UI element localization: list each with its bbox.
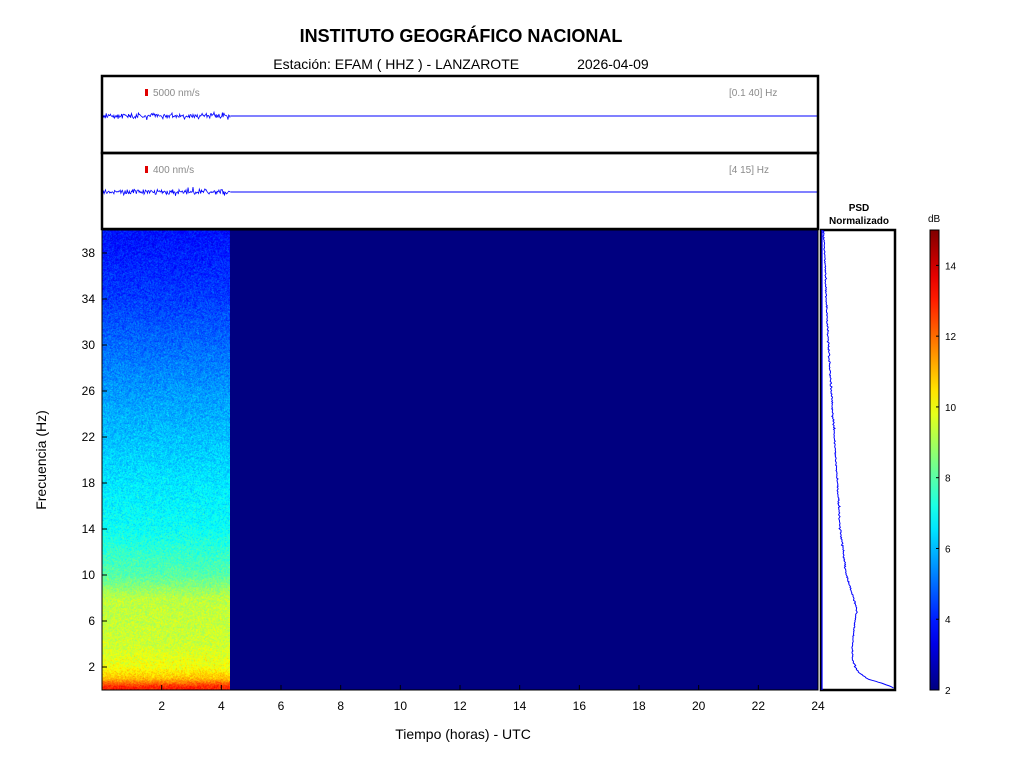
seismic-trace	[101, 186, 231, 197]
x-tick-label: 8	[337, 699, 344, 713]
colorbar-tick-label: 6	[945, 544, 951, 555]
x-tick-label: 12	[453, 699, 467, 713]
y-tick-label: 14	[82, 522, 96, 536]
y-tick-label: 2	[88, 660, 95, 674]
scale-marker	[145, 89, 148, 96]
colorbar-unit: dB	[928, 214, 941, 225]
x-tick-label: 24	[811, 699, 825, 713]
y-tick-label: 10	[82, 568, 96, 582]
spectrogram-data-region	[102, 230, 230, 690]
trace-frame	[100, 151, 820, 231]
y-tick-label: 38	[82, 246, 96, 260]
y-tick-label: 18	[82, 476, 96, 490]
filtered-trace-panel: 400 nm/s [4 15] Hz	[100, 151, 820, 231]
colorbar: dB 2 4 6 8 10 12 14	[928, 214, 957, 697]
x-tick-label: 10	[394, 699, 408, 713]
colorbar-tick-label: 8	[945, 474, 951, 485]
colorbar-tick-label: 4	[945, 615, 951, 626]
colorbar-tick-label: 14	[945, 261, 957, 272]
colorbar-gradient	[929, 229, 940, 691]
x-tick-label: 20	[692, 699, 706, 713]
colorbar-tick-label: 2	[945, 686, 951, 697]
scale-marker	[145, 166, 148, 173]
x-tick-label: 16	[573, 699, 587, 713]
colorbar-tick-label: 10	[945, 403, 957, 414]
psd-frame	[819, 228, 897, 692]
seismic-trace	[101, 110, 231, 121]
trace-scale-label: 400 nm/s	[153, 165, 194, 176]
y-tick-label: 6	[88, 614, 95, 628]
report-title: INSTITUTO GEOGRÁFICO NACIONAL	[299, 26, 623, 46]
trace-band-label: [0.1 40] Hz	[729, 88, 777, 99]
psd-panel: PSD Normalizado	[819, 203, 897, 692]
y-axis-title: Frecuencia (Hz)	[33, 410, 49, 510]
x-tick-label: 18	[632, 699, 646, 713]
colorbar-tick-label: 12	[945, 332, 957, 343]
spectrogram-heatmap	[101, 229, 819, 691]
broadband-trace-panel: 5000 nm/s [0.1 40] Hz	[100, 74, 820, 155]
station-subtitle: Estación: EFAM ( HHZ ) - LANZAROTE 2026-0…	[0, 56, 922, 72]
y-tick-label: 30	[82, 338, 96, 352]
psd-subtitle: Normalizado	[829, 216, 889, 227]
trace-band-label: [4 15] Hz	[729, 165, 769, 176]
y-tick-label: 22	[82, 430, 96, 444]
x-tick-label: 22	[752, 699, 766, 713]
trace-scale-label: 5000 nm/s	[153, 88, 200, 99]
x-tick-label: 4	[218, 699, 225, 713]
x-tick-label: 6	[278, 699, 285, 713]
trace-frame	[100, 74, 820, 155]
x-axis-title: Tiempo (horas) - UTC	[395, 726, 531, 742]
station-label: Estación: EFAM ( HHZ ) - LANZAROTE	[273, 56, 520, 72]
x-tick-label: 2	[158, 699, 165, 713]
report-date: 2026-04-09	[577, 56, 649, 72]
y-tick-label: 34	[82, 292, 96, 306]
psd-title: PSD	[849, 203, 870, 214]
psd-curve	[822, 230, 894, 689]
x-tick-label: 14	[513, 699, 527, 713]
y-tick-label: 26	[82, 384, 96, 398]
